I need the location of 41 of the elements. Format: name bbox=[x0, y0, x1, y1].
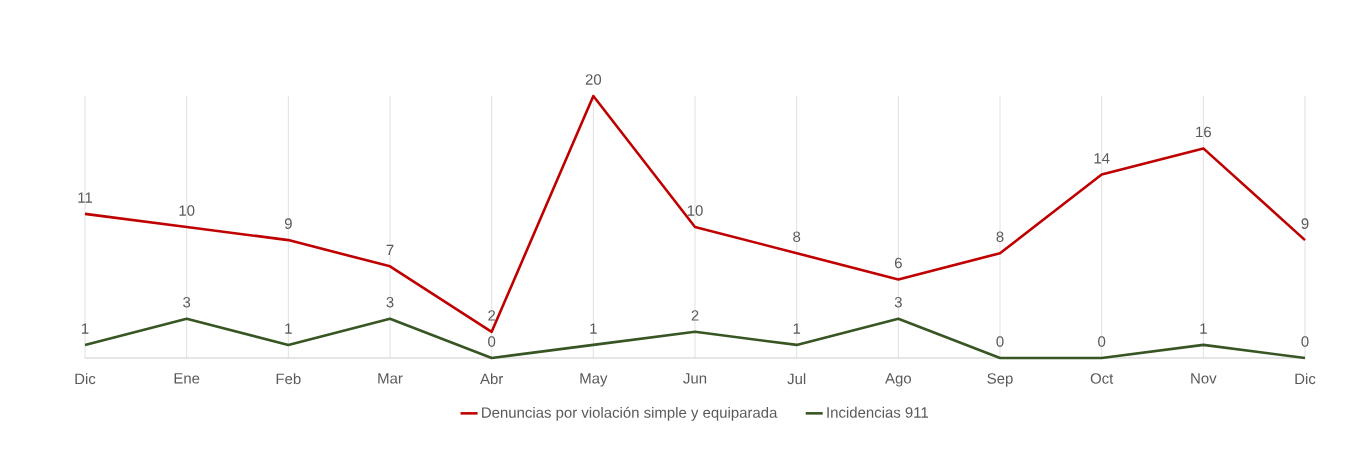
x-tick-label: Ene bbox=[174, 373, 200, 384]
data-label: 14 bbox=[1094, 153, 1110, 164]
data-label: 1 bbox=[285, 323, 292, 334]
data-label: 6 bbox=[894, 257, 902, 269]
data-label: 0 bbox=[996, 336, 1004, 347]
data-label: 1 bbox=[590, 323, 597, 334]
data-label: 9 bbox=[1301, 218, 1309, 229]
data-label: 2 bbox=[691, 310, 699, 321]
data-label: 20 bbox=[585, 74, 602, 85]
x-tick-label: Jun bbox=[683, 373, 707, 384]
data-label: 10 bbox=[179, 205, 195, 216]
x-tick-label: Dic bbox=[1295, 373, 1316, 385]
x-tick-label: Nov bbox=[1191, 373, 1217, 384]
data-label: 3 bbox=[386, 296, 394, 308]
legend-label: Denuncias por violación simple y equiparada bbox=[482, 406, 778, 421]
data-label: 0 bbox=[1098, 336, 1106, 347]
data-label: 1 bbox=[81, 323, 89, 334]
data-label: 11 bbox=[78, 192, 93, 203]
data-label: 8 bbox=[996, 231, 1004, 243]
data-label: 1 bbox=[793, 323, 801, 334]
x-tick-label: Dic bbox=[75, 373, 96, 385]
x-tick-label: Mar bbox=[378, 373, 403, 384]
data-label: 2 bbox=[488, 310, 496, 321]
data-label: 16 bbox=[1196, 126, 1211, 138]
x-tick-label: Feb bbox=[276, 373, 301, 385]
data-label: 1 bbox=[1200, 323, 1207, 334]
x-tick-label: Abr bbox=[480, 373, 504, 385]
x-tick-label: Jul bbox=[787, 373, 806, 385]
data-label: 8 bbox=[793, 231, 801, 243]
x-tick-label: Ago bbox=[885, 373, 912, 387]
data-label: 3 bbox=[183, 296, 191, 308]
data-label: 7 bbox=[386, 244, 394, 256]
x-tick-label: Oct bbox=[1090, 373, 1114, 384]
data-label: 10 bbox=[687, 205, 703, 216]
legend-label: Incidencias 911 bbox=[827, 406, 928, 418]
x-tick-label: May bbox=[580, 373, 608, 387]
x-tick-label: Sep bbox=[987, 373, 1013, 387]
data-label: 0 bbox=[488, 336, 496, 347]
data-label: 9 bbox=[284, 218, 292, 229]
data-label: 3 bbox=[894, 296, 902, 308]
data-label: 0 bbox=[1301, 336, 1309, 347]
